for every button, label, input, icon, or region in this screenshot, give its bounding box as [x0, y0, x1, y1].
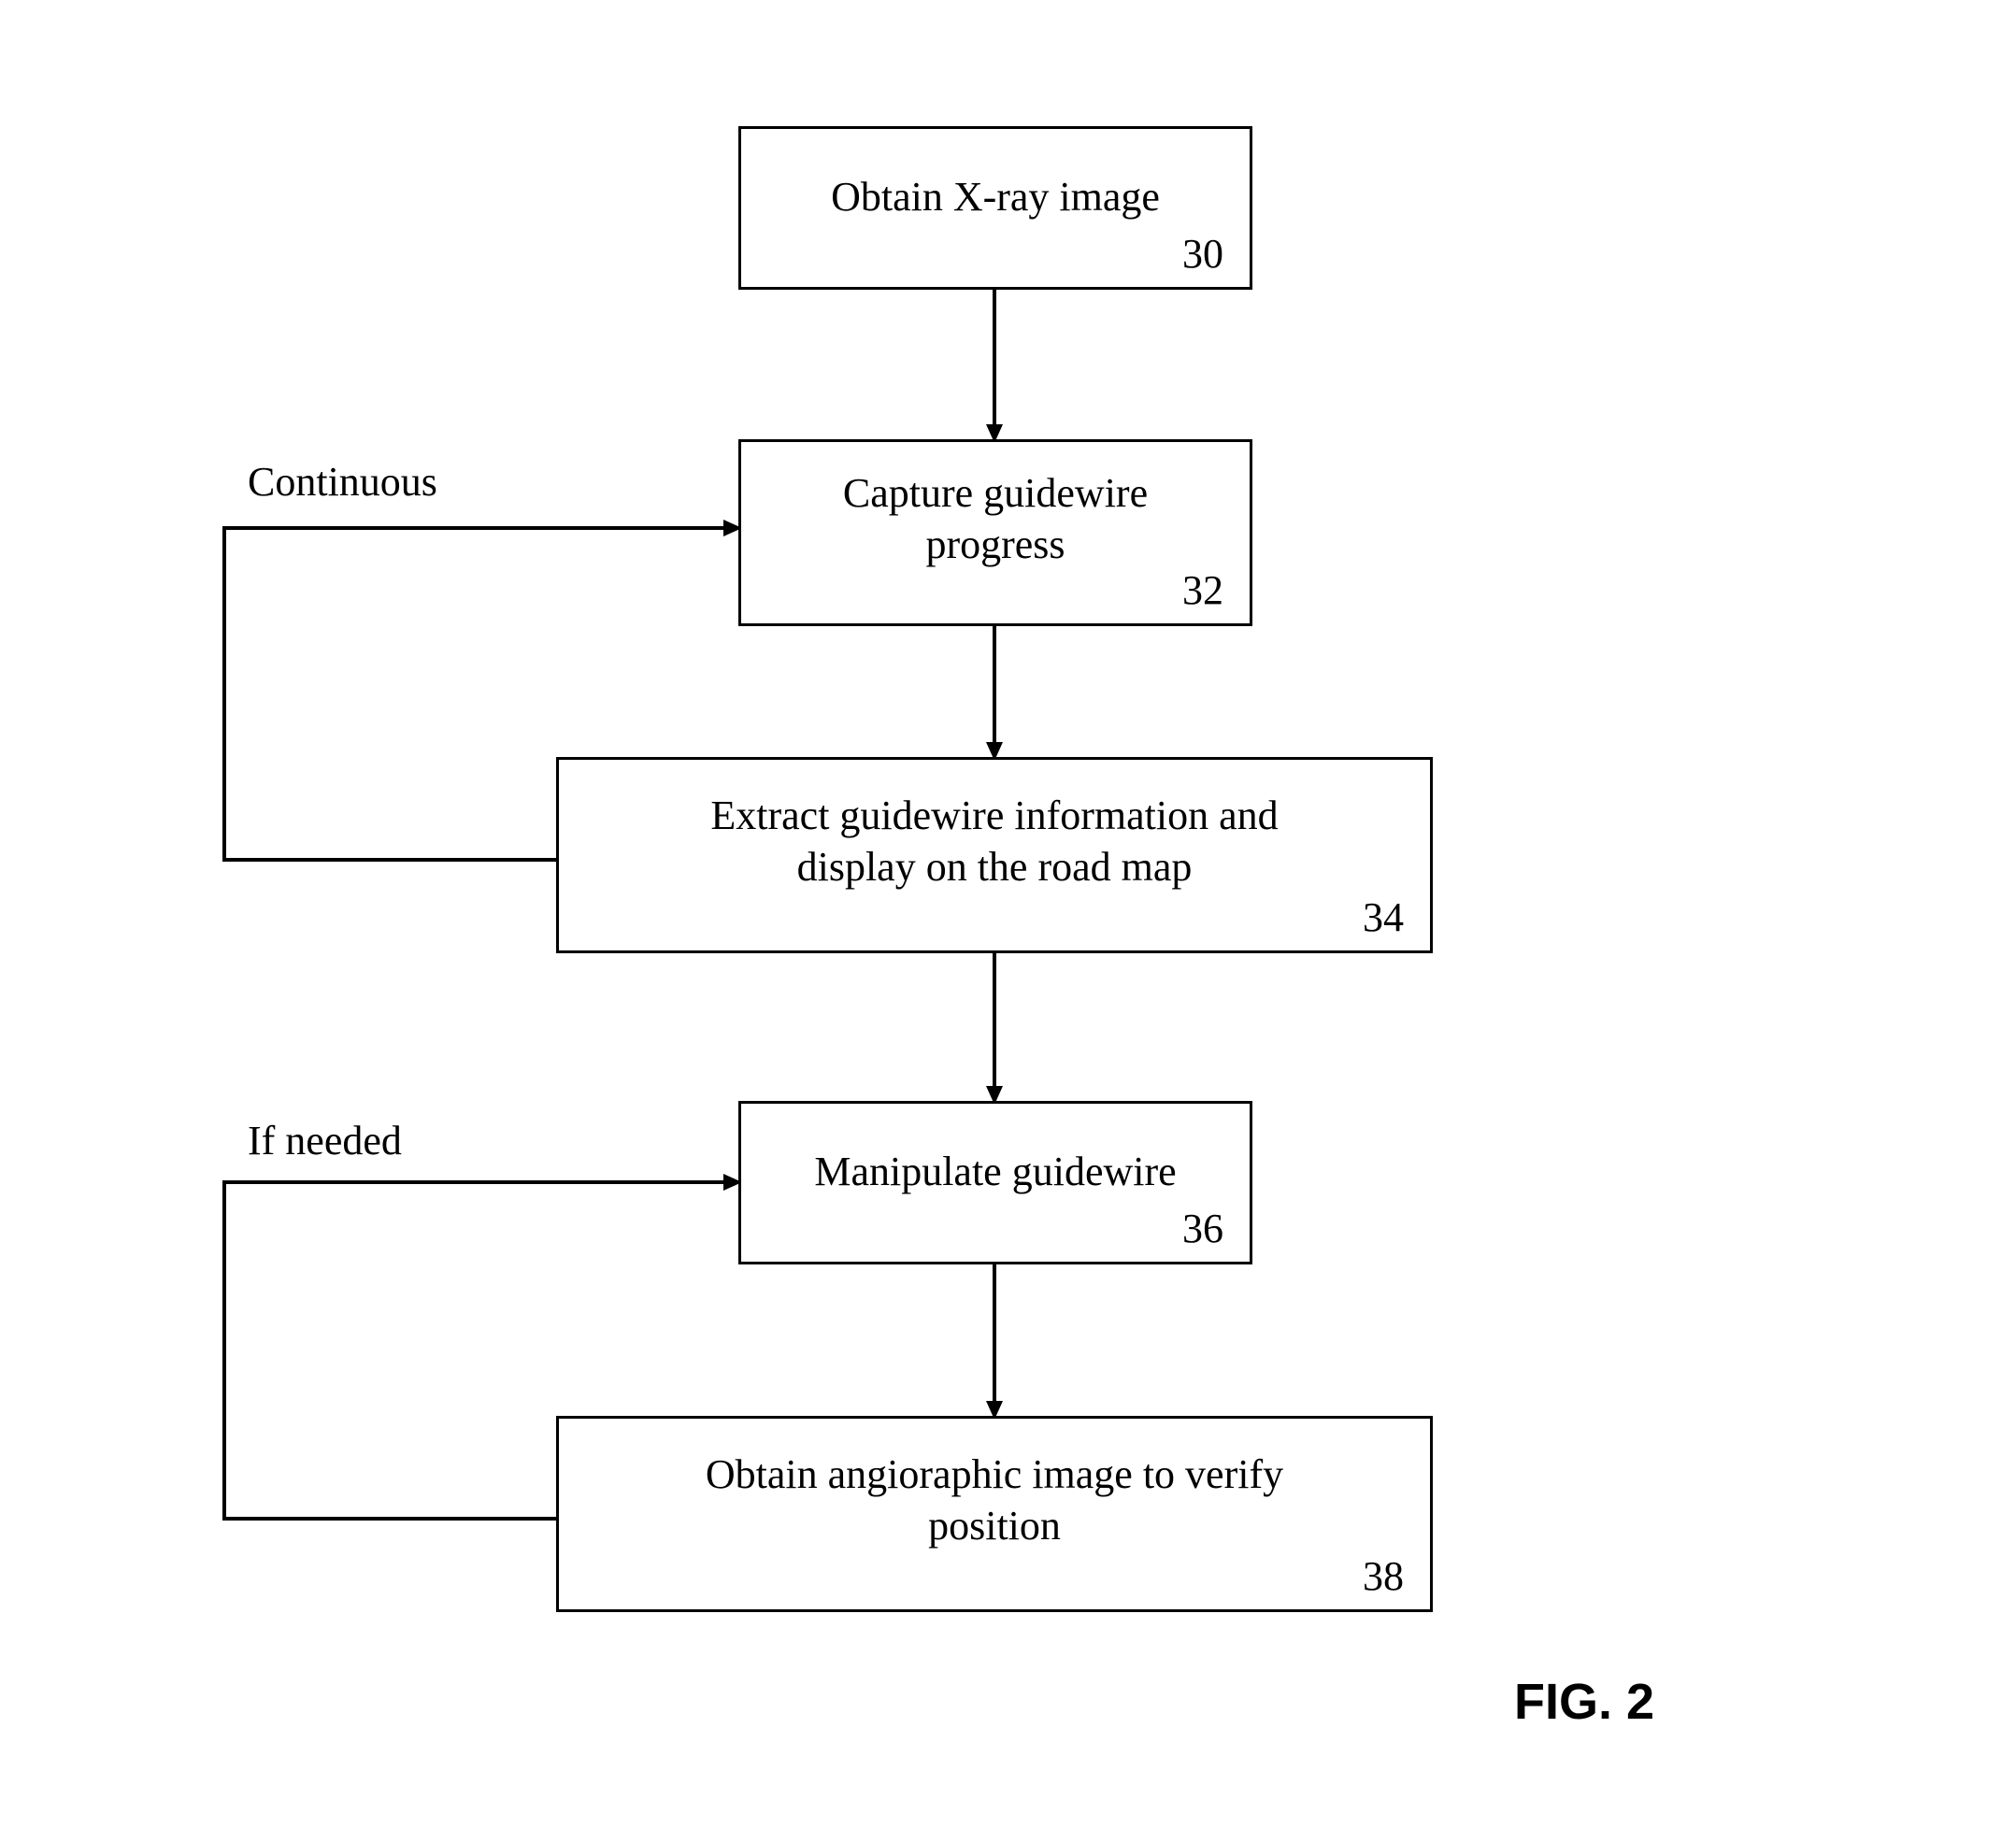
node-text: Extract guidewire information anddisplay…	[710, 790, 1278, 893]
edge-label-if-needed: If needed	[248, 1117, 402, 1164]
edge-label-continuous: Continuous	[248, 458, 437, 506]
flowchart-canvas: Obtain X-ray image 30 Capture guidewirep…	[0, 0, 2016, 1828]
node-text: Capture guidewireprogress	[843, 467, 1148, 570]
node-obtain-xray: Obtain X-ray image 30	[738, 126, 1252, 290]
node-id: 38	[1363, 1552, 1404, 1600]
node-text: Obtain X-ray image	[831, 171, 1160, 222]
node-text: Manipulate guidewire	[814, 1146, 1176, 1197]
node-capture-progress: Capture guidewireprogress 32	[738, 439, 1252, 626]
node-id: 36	[1182, 1205, 1223, 1252]
node-manipulate: Manipulate guidewire 36	[738, 1101, 1252, 1264]
figure-caption: FIG. 2	[1514, 1673, 1654, 1731]
node-text: Obtain angioraphic image to verifypositi…	[706, 1449, 1283, 1551]
node-id: 34	[1363, 893, 1404, 941]
node-extract-display: Extract guidewire information anddisplay…	[556, 757, 1433, 953]
node-id: 32	[1182, 566, 1223, 614]
node-obtain-angiographic: Obtain angioraphic image to verifypositi…	[556, 1416, 1433, 1612]
node-id: 30	[1182, 230, 1223, 278]
